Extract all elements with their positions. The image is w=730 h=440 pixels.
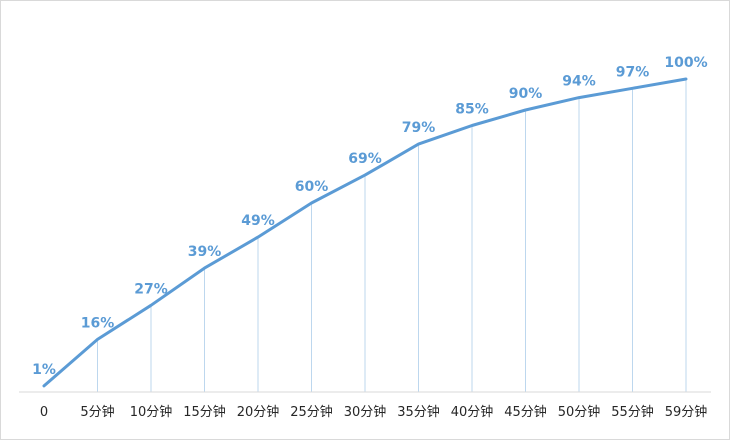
x-tick-label-2: 10分钟 [130, 404, 173, 420]
data-label-9: 90% [509, 86, 543, 102]
x-tick-label-7: 35分钟 [397, 404, 440, 420]
data-labels-group: 1% 16% 27% 39% 49% 60% 69% 79% 85% 90% 94% 97% 100% [32, 55, 708, 378]
x-tick-label-1: 5分钟 [80, 404, 114, 420]
data-label-5: 60% [295, 179, 329, 195]
data-label-10: 94% [562, 74, 596, 90]
drop-lines-group [97, 79, 687, 392]
x-tick-label-3: 15分钟 [183, 404, 226, 420]
x-tick-label-4: 20分钟 [237, 404, 280, 420]
data-label-1: 16% [81, 315, 115, 331]
data-label-4: 49% [241, 213, 275, 229]
data-label-11: 97% [616, 64, 650, 80]
x-tick-label-12: 59分钟 [665, 404, 708, 420]
x-tick-label-8: 40分钟 [451, 404, 494, 420]
x-tick-label-11: 55分钟 [611, 404, 654, 420]
x-tick-label-5: 25分钟 [290, 404, 333, 420]
data-label-8: 85% [455, 102, 489, 118]
data-label-3: 39% [188, 244, 222, 260]
data-label-7: 79% [402, 120, 436, 136]
tick-labels-group: 0 5分钟 10分钟 15分钟 20分钟 25分钟 30分钟 35分钟 40分钟 45分钟 50分钟… [40, 404, 707, 420]
x-tick-label-10: 50分钟 [558, 404, 601, 420]
x-tick-label-6: 30分钟 [344, 404, 387, 420]
x-tick-label-9: 45分钟 [504, 404, 547, 420]
data-label-0: 1% [32, 362, 56, 378]
data-label-2: 27% [134, 281, 168, 297]
data-label-6: 69% [348, 151, 382, 167]
data-label-12: 100% [664, 55, 707, 71]
series-line [42, 77, 688, 388]
x-tick-label-0: 0 [40, 405, 48, 420]
